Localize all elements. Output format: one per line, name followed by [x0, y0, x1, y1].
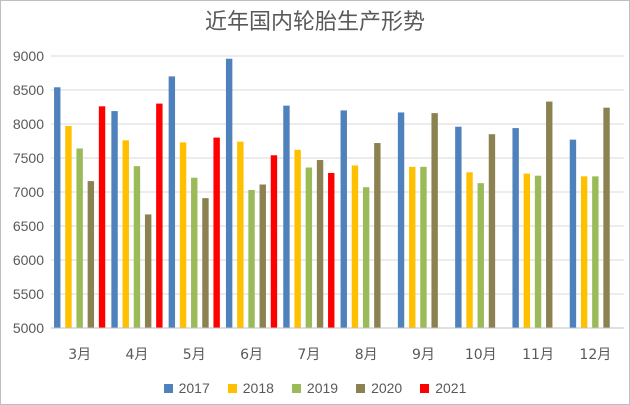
legend-item-2018: 2018: [227, 380, 274, 396]
legend-swatch: [356, 383, 366, 393]
x-tick-label: 7月: [297, 347, 320, 363]
legend-label: 2019: [306, 380, 339, 396]
y-tick-label: 8000: [13, 116, 44, 132]
bar-2017-9: [569, 139, 577, 328]
y-tick-label: 5000: [13, 320, 44, 336]
bar-2018-9: [580, 176, 588, 328]
legend-label: 2017: [178, 380, 210, 396]
chart-legend: 2017 2018 2019 2020 2021: [0, 380, 630, 396]
chart-title: 近年国内轮胎生产形势: [204, 10, 425, 35]
bar-2019-3: [248, 189, 255, 328]
legend-item-2019: 2019: [291, 380, 339, 396]
y-tick-label: 6500: [13, 218, 44, 234]
legend-label: 2021: [435, 380, 467, 396]
bar-2020-8: [546, 101, 553, 328]
bar-2019-0: [76, 148, 83, 328]
bar-2018-1: [122, 140, 129, 328]
bar-2020-1: [144, 214, 152, 328]
x-tick-label: 12月: [579, 347, 611, 363]
bar-2020-2: [202, 198, 209, 328]
x-tick-label: 4月: [125, 347, 148, 363]
bar-2019-8: [534, 175, 542, 328]
bar-2021-0: [98, 106, 106, 328]
bar-2020-5: [374, 143, 381, 328]
bar-2020-3: [259, 184, 266, 328]
legend-item-2021: 2021: [420, 380, 466, 396]
bar-2018-4: [294, 149, 301, 328]
legend-swatch: [291, 383, 301, 393]
y-tick-label: 7500: [13, 150, 44, 166]
bar-2019-9: [592, 176, 599, 328]
y-tick-label: 7000: [13, 184, 44, 200]
bar-2020-6: [431, 113, 438, 329]
bar-2019-5: [362, 187, 370, 328]
bar-2018-3: [237, 141, 244, 328]
bar-2019-2: [191, 177, 198, 328]
bar-2017-3: [225, 58, 233, 328]
bar-2017-7: [455, 126, 462, 328]
x-tick-label: 9月: [412, 347, 435, 363]
legend-item-2020: 2020: [356, 380, 402, 396]
legend-label: 2018: [242, 380, 274, 396]
bar-2020-9: [603, 107, 610, 329]
legend-swatch: [163, 383, 173, 393]
bar-2018-5: [351, 165, 359, 328]
legend-swatch: [227, 383, 237, 393]
y-tick-label: 8500: [13, 82, 44, 98]
bar-2021-1: [156, 103, 163, 328]
bar-2017-4: [283, 105, 290, 328]
bar-2020-4: [316, 160, 324, 328]
bar-2018-6: [409, 166, 416, 328]
bar-2018-8: [523, 173, 531, 328]
bar-2021-3: [270, 155, 278, 328]
bar-2017-1: [111, 111, 118, 328]
x-tick-label: 6月: [240, 347, 263, 363]
bar-2017-6: [397, 112, 405, 328]
legend-label: 2020: [371, 380, 403, 396]
bar-2020-7: [488, 134, 496, 328]
bar-2018-2: [179, 142, 187, 328]
x-tick-label: 11月: [522, 347, 554, 363]
bar-2017-2: [168, 76, 176, 329]
y-tick-label: 5500: [13, 286, 44, 302]
bar-2017-8: [512, 128, 519, 328]
bar-2018-0: [65, 126, 72, 328]
bar-2019-4: [305, 167, 313, 328]
legend-swatch: [420, 383, 430, 393]
bar-2018-7: [466, 172, 473, 328]
x-tick-label: 8月: [355, 347, 378, 363]
bar-2019-6: [420, 166, 427, 328]
bar-2019-1: [133, 166, 141, 328]
x-tick-label: 3月: [68, 347, 91, 363]
legend-item-2017: 2017: [163, 380, 210, 396]
y-tick-label: 6000: [13, 252, 44, 268]
x-tick-label: 5月: [183, 347, 206, 363]
bar-2021-4: [328, 172, 335, 328]
bar-2021-2: [213, 137, 220, 328]
bar-2017-5: [340, 110, 347, 329]
bar-2020-0: [87, 181, 95, 328]
y-tick-label: 9000: [13, 48, 44, 64]
bar-2017-0: [54, 87, 61, 328]
x-tick-label: 10月: [465, 347, 497, 363]
bar-2019-7: [477, 183, 484, 328]
